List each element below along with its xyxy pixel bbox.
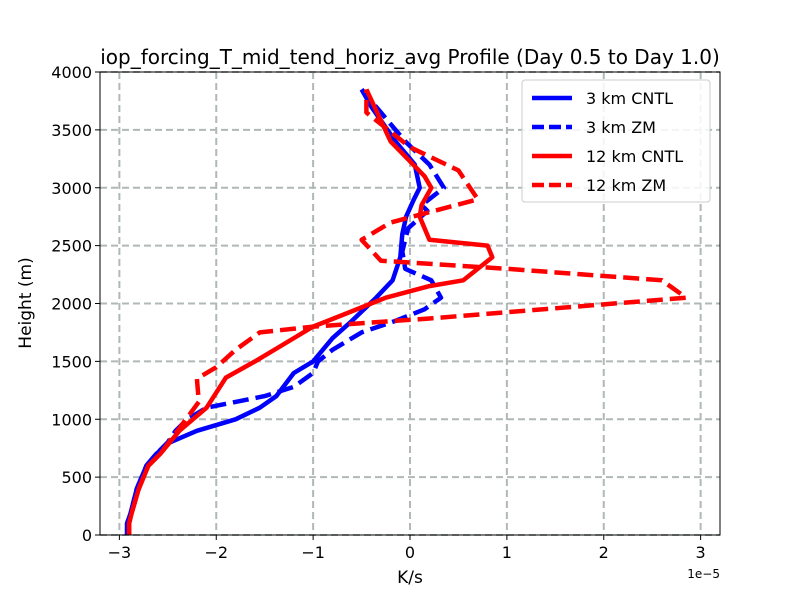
y-tick-label: 2500: [51, 237, 92, 256]
series-line-4: [126, 89, 689, 535]
x-tick-label: −3: [108, 543, 132, 562]
x-ticks: −3 −2 −1 0 1 2 3: [108, 535, 706, 562]
y-tick-label: 500: [61, 468, 92, 487]
x-tick-label: 0: [405, 543, 415, 562]
x-tick-label: −1: [301, 543, 325, 562]
chart-title: iop_forcing_T_mid_tend_horiz_avg Profile…: [100, 45, 720, 69]
y-tick-label: 4000: [51, 63, 92, 82]
y-tick-label: 3000: [51, 179, 92, 198]
x-tick-label: 2: [599, 543, 609, 562]
legend-label-1: 3 km CNTL: [586, 89, 673, 108]
x-tick-label: 1: [502, 543, 512, 562]
y-tick-label: 0: [82, 526, 92, 545]
y-tick-label: 3500: [51, 121, 92, 140]
y-tick-label: 2000: [51, 295, 92, 314]
x-tick-label: −2: [204, 543, 228, 562]
legend-label-3: 12 km CNTL: [586, 147, 683, 166]
legend-frame: [521, 79, 711, 203]
y-ticks: 0 500 1000 1500 2000 2500 3000 3500 4000: [51, 63, 100, 545]
x-tick-label: 3: [696, 543, 706, 562]
series-line-2: [124, 87, 447, 535]
legend-label-4: 12 km ZM: [586, 176, 666, 195]
series-layer: [124, 87, 689, 535]
x-axis-offset-label: 1e−5: [687, 567, 720, 581]
y-tick-label: 1000: [51, 410, 92, 429]
x-axis-label: K/s: [397, 568, 423, 588]
y-tick-label: 1500: [51, 352, 92, 371]
legend-label-2: 3 km ZM: [586, 118, 656, 137]
y-axis-label: Height (m): [16, 257, 36, 348]
legend: 3 km CNTL 3 km ZM 12 km CNTL 12 km ZM: [521, 79, 711, 203]
